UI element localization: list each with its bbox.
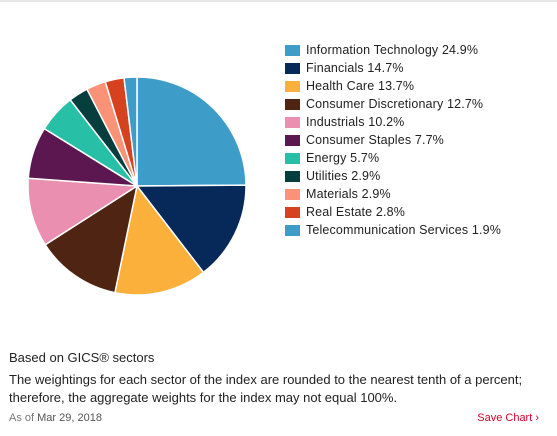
legend-swatch [285, 170, 300, 182]
legend-label: Industrials 10.2% [306, 115, 405, 129]
legend-swatch [285, 44, 300, 56]
pie-slice-information-technology [136, 76, 247, 187]
legend-swatch [285, 98, 300, 110]
pie-slice-financials [136, 184, 247, 274]
legend-item-information-technology: Information Technology 24.9% [285, 41, 550, 59]
legend-label: Telecommunication Services 1.9% [306, 223, 502, 237]
legend-item-utilities: Utilities 2.9% [285, 167, 550, 185]
pie-slice-industrials [27, 177, 138, 246]
pie-slice-telecommunication-services [123, 76, 138, 187]
pie-slice-health-care [114, 185, 205, 296]
legend-item-financials: Financials 14.7% [285, 59, 550, 77]
legend-swatch [285, 152, 300, 164]
legend-label: Real Estate 2.8% [306, 205, 405, 219]
legend-swatch [285, 80, 300, 92]
legend-swatch [285, 116, 300, 128]
save-chart-link[interactable]: Save Chart › [477, 412, 539, 424]
legend-label: Consumer Discretionary 12.7% [306, 97, 484, 111]
as-of-date: As of Mar 29, 2018 [9, 412, 102, 424]
pie-slice-consumer-discretionary [44, 185, 138, 294]
legend-swatch [285, 206, 300, 218]
legend-label: Utilities 2.9% [306, 169, 381, 183]
legend-label: Financials 14.7% [306, 61, 404, 75]
legend-swatch [285, 62, 300, 74]
legend-item-consumer-staples: Consumer Staples 7.7% [285, 131, 550, 149]
legend-item-consumer-discretionary: Consumer Discretionary 12.7% [285, 95, 550, 113]
as-of-value: Mar 29, 2018 [37, 412, 102, 424]
legend-label: Information Technology 24.9% [306, 43, 479, 57]
legend-swatch [285, 188, 300, 200]
top-divider [0, 0, 557, 2]
legend-swatch [285, 134, 300, 146]
legend-label: Materials 2.9% [306, 187, 391, 201]
gics-basis-note: Based on GICS® sectors [9, 350, 155, 365]
legend-item-materials: Materials 2.9% [285, 185, 550, 203]
legend-item-real-estate: Real Estate 2.8% [285, 203, 550, 221]
legend-label: Energy 5.7% [306, 151, 380, 165]
chart-legend: Information Technology 24.9% Financials 1… [285, 41, 550, 239]
legend-label: Consumer Staples 7.7% [306, 133, 444, 147]
legend-item-telecommunication-services: Telecommunication Services 1.9% [285, 221, 550, 239]
pie-chart [27, 76, 247, 296]
legend-swatch [285, 224, 300, 236]
as-of-prefix: As of [9, 412, 35, 424]
legend-item-health-care: Health Care 13.7% [285, 77, 550, 95]
weightings-disclaimer: The weightings for each sector of the in… [9, 372, 523, 405]
legend-item-energy: Energy 5.7% [285, 149, 550, 167]
legend-label: Health Care 13.7% [306, 79, 415, 93]
legend-item-industrials: Industrials 10.2% [285, 113, 550, 131]
